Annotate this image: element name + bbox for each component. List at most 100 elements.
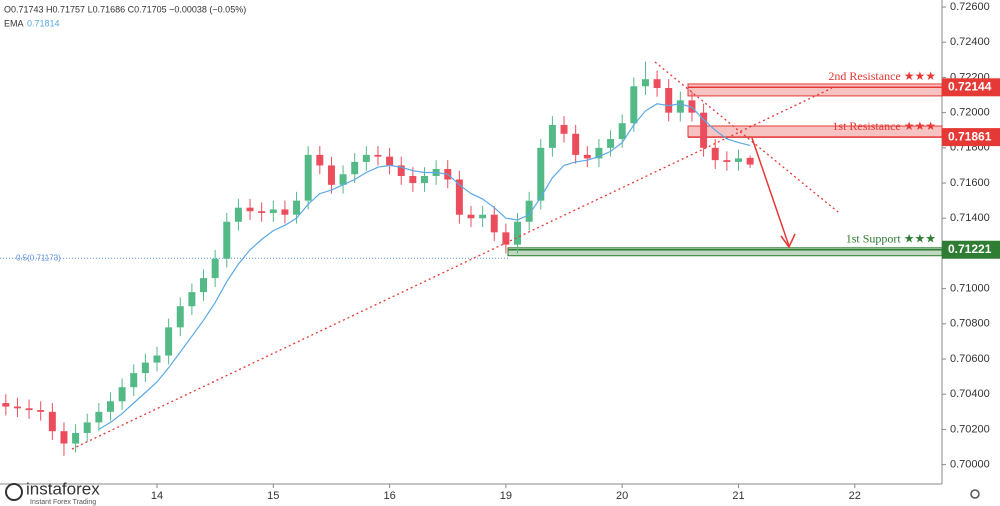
logo-name: instaforex bbox=[26, 479, 100, 498]
candle-body bbox=[455, 179, 463, 215]
candle-body bbox=[479, 214, 487, 219]
candle-body bbox=[130, 373, 138, 388]
y-tick-label: 0.72600 bbox=[950, 1, 990, 13]
level-name: 1st Resistance ★★★ bbox=[832, 119, 936, 133]
candle-body bbox=[258, 211, 266, 213]
level-value: 0.71221 bbox=[948, 242, 992, 256]
candle-body bbox=[211, 258, 219, 279]
candle-body bbox=[304, 154, 312, 201]
ohlc-header: O0.71743 H0.71757 L0.71686 C0.71705 −0.0… bbox=[4, 4, 246, 14]
candle-body bbox=[641, 79, 649, 87]
candle-body bbox=[316, 154, 324, 166]
candle-body bbox=[165, 327, 173, 356]
candle-body bbox=[607, 139, 615, 148]
x-tick-label: 20 bbox=[616, 490, 628, 502]
y-tick-label: 0.72000 bbox=[950, 107, 990, 119]
candle-body bbox=[676, 100, 684, 113]
candle-body bbox=[37, 410, 45, 412]
candle-body bbox=[397, 165, 405, 176]
candle-body bbox=[537, 147, 545, 201]
candle-body bbox=[420, 176, 428, 184]
candle-body bbox=[723, 160, 731, 162]
plot: 0.5(0.71173) 2nd Resistance ★★★ 1st Resist… bbox=[0, 61, 943, 456]
candle-body bbox=[13, 406, 21, 409]
candle-body bbox=[514, 221, 522, 245]
logo-icon bbox=[5, 483, 23, 501]
candle-body bbox=[48, 411, 56, 432]
level-name: 1st Support ★★★ bbox=[846, 231, 936, 245]
candle-body bbox=[188, 292, 196, 307]
arrow-head bbox=[780, 233, 796, 249]
candle-body bbox=[386, 156, 394, 166]
y-tick-label: 0.70000 bbox=[950, 459, 990, 471]
y-tick-label: 0.71600 bbox=[950, 177, 990, 189]
level-value: 0.71861 bbox=[948, 129, 992, 143]
candle-body bbox=[490, 214, 498, 233]
candle-body bbox=[362, 154, 370, 162]
ascending-trendline bbox=[71, 87, 833, 450]
x-tick-label: 21 bbox=[732, 490, 744, 502]
y-tick-label: 0.70400 bbox=[950, 388, 990, 400]
y-tick-label: 0.71000 bbox=[950, 283, 990, 295]
candle-body bbox=[595, 147, 603, 159]
x-tick-label: 15 bbox=[267, 490, 279, 502]
x-tick-label: 16 bbox=[383, 490, 395, 502]
candle-body bbox=[234, 207, 242, 222]
candle-body bbox=[118, 387, 126, 402]
candle-body bbox=[95, 411, 103, 423]
y-tick-label: 0.72400 bbox=[950, 36, 990, 48]
candle-body bbox=[339, 174, 347, 185]
level-zone bbox=[687, 83, 943, 97]
ema-header-value: 0.71814 bbox=[27, 18, 60, 28]
y-tick-label: 0.71400 bbox=[950, 212, 990, 224]
candle-body bbox=[630, 86, 638, 124]
x-tick-label: 19 bbox=[500, 490, 512, 502]
candle-body bbox=[351, 161, 359, 175]
candle-body bbox=[700, 112, 708, 148]
ema-header-label: EMA bbox=[4, 18, 24, 28]
fib-label: 0.5(0.71173) bbox=[16, 253, 61, 262]
logo-tagline: Instant Forex Trading bbox=[30, 499, 96, 506]
settings-icon[interactable] bbox=[970, 489, 980, 499]
candle-body bbox=[153, 355, 161, 363]
candle-body bbox=[572, 133, 580, 155]
projection-arrow bbox=[751, 137, 790, 247]
candle-body bbox=[223, 221, 231, 259]
y-tick-label: 0.70800 bbox=[950, 318, 990, 330]
level-name: 2nd Resistance ★★★ bbox=[828, 69, 936, 83]
level-tag bbox=[942, 128, 1000, 147]
x-tick-label: 22 bbox=[849, 490, 861, 502]
y-tick-label: 0.70600 bbox=[950, 353, 990, 365]
candle-body bbox=[560, 124, 568, 134]
candle-body bbox=[25, 408, 33, 411]
y-tick-label: 0.70200 bbox=[950, 423, 990, 435]
candle-body bbox=[711, 147, 719, 161]
candle-body bbox=[141, 362, 149, 374]
candle-body bbox=[734, 158, 742, 162]
candle-body bbox=[653, 79, 661, 88]
level-tag bbox=[942, 240, 1000, 259]
candle-body bbox=[548, 124, 556, 148]
candle-body bbox=[525, 200, 533, 222]
level-tag bbox=[942, 78, 1000, 97]
candle-body bbox=[583, 154, 591, 159]
candle-body bbox=[176, 306, 184, 328]
candle-body bbox=[327, 165, 335, 185]
candle-body bbox=[467, 214, 475, 219]
candle-body bbox=[60, 431, 68, 444]
candle-body bbox=[688, 100, 696, 113]
candle-body bbox=[246, 207, 254, 212]
candle-body bbox=[269, 209, 277, 213]
candle-body bbox=[293, 200, 301, 215]
candle-body bbox=[2, 403, 10, 407]
candle-body bbox=[502, 232, 510, 245]
candle-body bbox=[665, 88, 673, 113]
candle-body bbox=[83, 422, 91, 433]
candle-body bbox=[106, 401, 114, 412]
candle-body bbox=[746, 157, 754, 165]
ema-line bbox=[98, 103, 751, 430]
candle-body bbox=[618, 123, 626, 140]
x-tick-label: 14 bbox=[151, 490, 163, 502]
candle-body bbox=[72, 432, 80, 444]
